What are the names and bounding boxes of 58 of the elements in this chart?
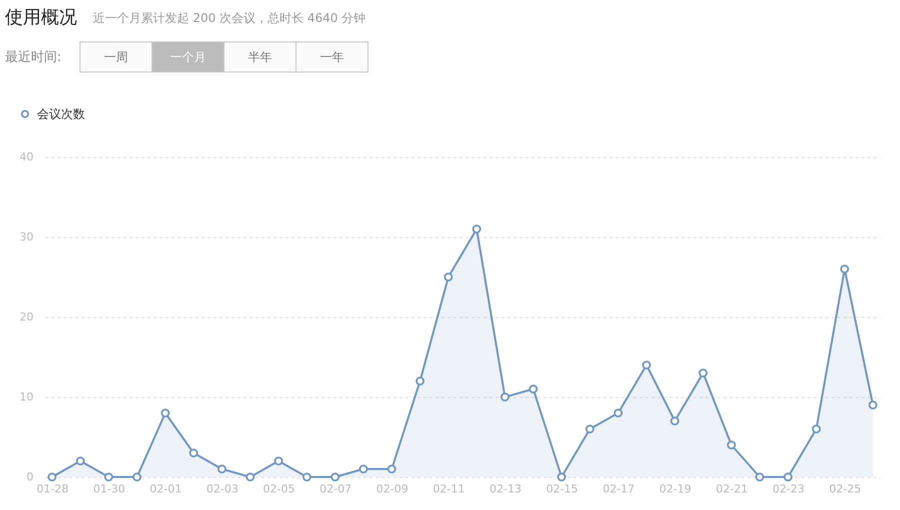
point [614, 408, 623, 418]
point [246, 472, 255, 482]
y-tick-label: 20 [20, 310, 34, 324]
point [670, 416, 680, 426]
point [330, 472, 340, 482]
point [500, 392, 510, 402]
point [642, 360, 651, 370]
point [387, 464, 396, 474]
point [840, 264, 850, 274]
point [557, 472, 566, 482]
point [132, 472, 142, 482]
point [528, 384, 538, 394]
point [784, 472, 792, 482]
y-tick-label: 40 [20, 150, 34, 164]
x-tick-label: 01-30 [93, 482, 126, 496]
text: 一个月 [170, 50, 206, 64]
point [755, 472, 764, 482]
x-tick-label: 02-17 [602, 482, 635, 496]
legend-label: 会议次数 [37, 107, 85, 121]
point [302, 472, 312, 482]
x-tick-label: 01-28 [36, 482, 69, 496]
point [472, 224, 482, 234]
x-tick-label: 02-01 [150, 482, 182, 496]
x-tick-label: 02-11 [432, 482, 465, 496]
point [217, 464, 226, 474]
text: 最近时间: [5, 50, 62, 65]
x-tick-label: 02-19 [659, 482, 692, 496]
point [104, 472, 114, 482]
point [416, 376, 424, 386]
point [76, 456, 85, 466]
y-tick-label: 30 [20, 230, 34, 244]
text: 一年 [320, 50, 344, 64]
x-tick-label: 02-13 [489, 482, 522, 496]
x-tick-label: 02-03 [206, 482, 238, 496]
point [48, 472, 57, 482]
point [160, 408, 170, 418]
y-tick-label: 0 [26, 470, 34, 484]
x-tick-label: 02-21 [716, 482, 748, 496]
point [444, 272, 453, 282]
point [274, 456, 283, 466]
point [189, 448, 198, 458]
x-tick-label: 02-05 [263, 482, 295, 496]
x-tick-label: 02-25 [829, 482, 862, 496]
x-tick-label: 02-23 [772, 482, 804, 496]
x-tick-label: 02-15 [546, 482, 578, 496]
point [358, 464, 368, 474]
chart-title: 使用概况 [5, 7, 77, 28]
text: 一周 [104, 50, 128, 64]
y-tick-label: 10 [20, 390, 34, 404]
text: 半年 [248, 50, 272, 64]
x-tick-label: 02-09 [376, 482, 408, 496]
x-tick-label: 02-07 [320, 482, 352, 496]
point [868, 400, 878, 410]
point [812, 424, 821, 434]
point [698, 368, 708, 378]
point [726, 440, 736, 450]
chart-subtitle: 近一个月累计发起 200 次会议，总时长 4640 分钟 [93, 11, 366, 25]
point [585, 424, 594, 434]
